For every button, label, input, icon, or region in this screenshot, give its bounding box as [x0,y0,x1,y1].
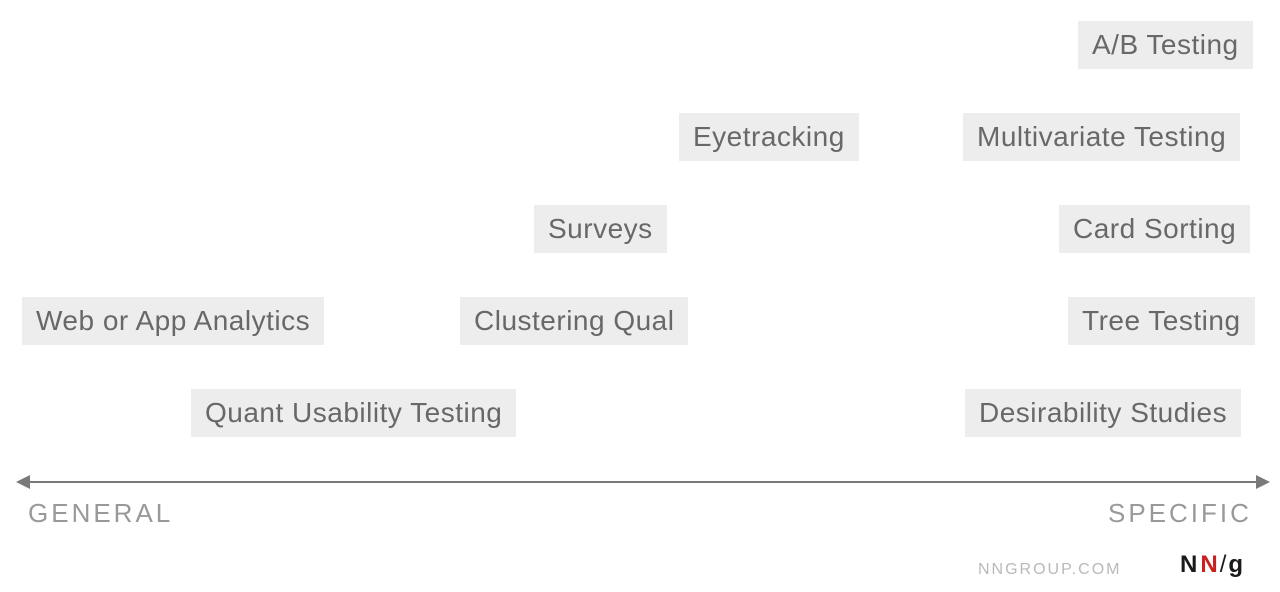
pill-desirability-studies: Desirability Studies [965,389,1241,437]
logo-g: g [1228,551,1243,578]
pill-quant-usability-testing: Quant Usability Testing [191,389,516,437]
attribution-text: NNGROUP.COM [978,561,1122,579]
pill-card-sorting: Card Sorting [1059,205,1250,253]
logo-n1: N [1180,551,1197,578]
logo-slash: / [1220,551,1227,578]
axis-arrow-right-icon [1256,475,1270,489]
pill-eyetracking: Eyetracking [679,113,859,161]
diagram-canvas: A/B Testing Eyetracking Multivariate Tes… [0,0,1280,592]
axis-arrow-left-icon [16,475,30,489]
pill-tree-testing: Tree Testing [1068,297,1255,345]
nng-logo: NN/g [1180,551,1243,579]
pill-surveys: Surveys [534,205,667,253]
pill-clustering-qual: Clustering Qual [460,297,688,345]
pill-web-app-analytics: Web or App Analytics [22,297,324,345]
pill-multivariate-testing: Multivariate Testing [963,113,1240,161]
axis-label-general: GENERAL [28,498,173,529]
axis-line [24,481,1262,483]
axis-label-specific: SPECIFIC [1108,498,1252,529]
pill-ab-testing: A/B Testing [1078,21,1253,69]
logo-n2: N [1200,551,1217,578]
